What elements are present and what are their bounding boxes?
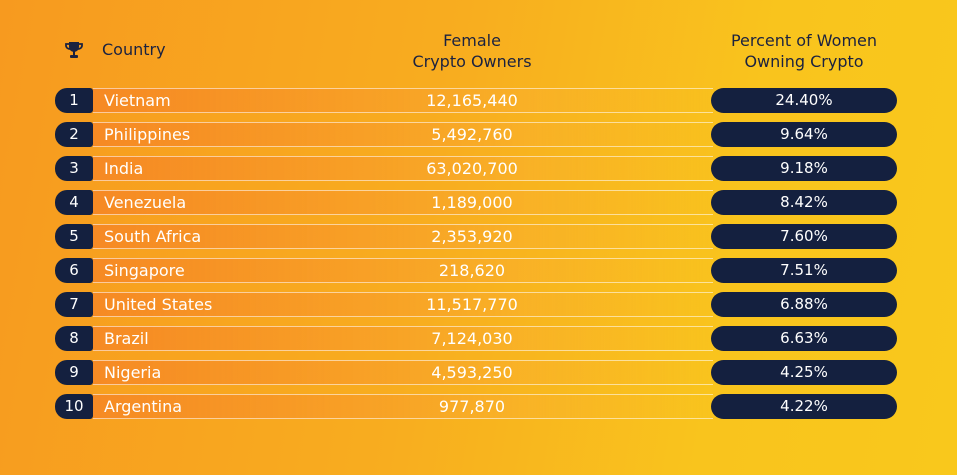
row-band — [93, 156, 713, 181]
header-owners: Female Crypto Owners — [412, 31, 532, 71]
female-owners-value: 4,593,250 — [431, 363, 513, 382]
row-band — [93, 292, 713, 317]
country-name: Argentina — [104, 397, 183, 416]
table-row: 10 Argentina 977,870 4.22% — [55, 394, 897, 419]
rank-badge: 7 — [55, 292, 93, 317]
row-band — [93, 88, 713, 113]
row-band — [93, 394, 713, 419]
country-name: Singapore — [104, 261, 185, 280]
row-band — [93, 122, 713, 147]
rank-badge: 3 — [55, 156, 93, 181]
table-row: 8 Brazil 7,124,030 6.63% — [55, 326, 897, 351]
header-country: Country — [102, 40, 166, 59]
percent-pill: 6.63% — [711, 326, 897, 351]
female-owners-value: 12,165,440 — [426, 91, 518, 110]
table-row: 5 South Africa 2,353,920 7.60% — [55, 224, 897, 249]
country-name: Venezuela — [104, 193, 187, 212]
row-band — [93, 190, 713, 215]
rank-badge: 5 — [55, 224, 93, 249]
table-row: 9 Nigeria 4,593,250 4.25% — [55, 360, 897, 385]
percent-pill: 9.18% — [711, 156, 897, 181]
female-owners-value: 2,353,920 — [431, 227, 513, 246]
female-owners-value: 5,492,760 — [431, 125, 513, 144]
percent-pill: 4.22% — [711, 394, 897, 419]
female-owners-value: 7,124,030 — [431, 329, 513, 348]
rank-badge: 4 — [55, 190, 93, 215]
percent-pill: 8.42% — [711, 190, 897, 215]
table-row: 7 United States 11,517,770 6.88% — [55, 292, 897, 317]
percent-pill: 7.60% — [711, 224, 897, 249]
rank-badge: 1 — [55, 88, 93, 113]
percent-pill: 6.88% — [711, 292, 897, 317]
country-name: South Africa — [104, 227, 202, 246]
country-name: Vietnam — [104, 91, 171, 110]
percent-pill: 9.64% — [711, 122, 897, 147]
female-owners-value: 11,517,770 — [426, 295, 518, 314]
rank-badge: 2 — [55, 122, 93, 147]
female-owners-value: 63,020,700 — [426, 159, 518, 178]
percent-pill: 24.40% — [711, 88, 897, 113]
rank-badge: 8 — [55, 326, 93, 351]
percent-pill: 4.25% — [711, 360, 897, 385]
table-row: 2 Philippines 5,492,760 9.64% — [55, 122, 897, 147]
header-percent: Percent of Women Owning Crypto — [730, 31, 878, 71]
row-band — [93, 326, 713, 351]
table-row: 1 Vietnam 12,165,440 24.40% — [55, 88, 897, 113]
row-band — [93, 224, 713, 249]
country-name: Nigeria — [104, 363, 162, 382]
table-row: 4 Venezuela 1,189,000 8.42% — [55, 190, 897, 215]
row-band — [93, 360, 713, 385]
country-name: United States — [104, 295, 213, 314]
row-band — [93, 258, 713, 283]
rank-badge: 9 — [55, 360, 93, 385]
female-owners-value: 977,870 — [438, 397, 506, 416]
country-name: India — [104, 159, 144, 178]
table-row: 6 Singapore 218,620 7.51% — [55, 258, 897, 283]
trophy-icon — [65, 42, 83, 58]
country-name: Philippines — [104, 125, 191, 144]
country-name: Brazil — [104, 329, 149, 348]
percent-pill: 7.51% — [711, 258, 897, 283]
rank-badge: 10 — [55, 394, 93, 419]
female-owners-value: 1,189,000 — [431, 193, 513, 212]
table-row: 3 India 63,020,700 9.18% — [55, 156, 897, 181]
rank-badge: 6 — [55, 258, 93, 283]
female-owners-value: 218,620 — [438, 261, 506, 280]
